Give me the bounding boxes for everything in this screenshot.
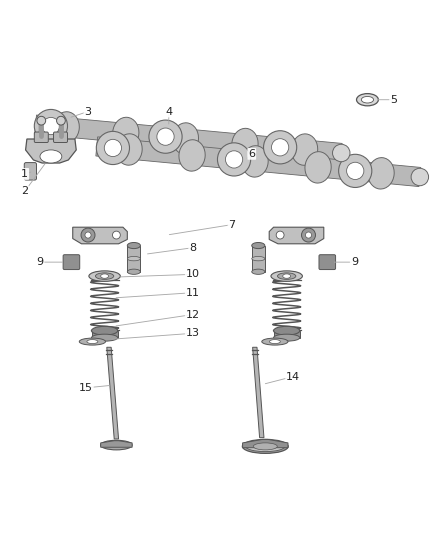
Circle shape	[157, 128, 174, 146]
Circle shape	[149, 120, 182, 154]
Ellipse shape	[53, 112, 79, 143]
Text: 6: 6	[248, 149, 255, 159]
Ellipse shape	[278, 273, 296, 279]
Polygon shape	[25, 139, 76, 163]
Circle shape	[226, 151, 243, 168]
Text: 7: 7	[229, 220, 236, 230]
FancyBboxPatch shape	[274, 330, 300, 338]
Ellipse shape	[368, 158, 394, 189]
Ellipse shape	[253, 443, 277, 450]
Ellipse shape	[95, 273, 114, 279]
Ellipse shape	[283, 274, 290, 278]
FancyBboxPatch shape	[24, 163, 36, 180]
Circle shape	[37, 116, 46, 125]
Ellipse shape	[242, 439, 288, 454]
Ellipse shape	[127, 269, 141, 274]
Polygon shape	[35, 115, 342, 163]
Ellipse shape	[274, 326, 300, 335]
FancyBboxPatch shape	[53, 132, 67, 142]
Text: 9: 9	[351, 257, 358, 267]
Polygon shape	[252, 246, 265, 272]
Circle shape	[272, 139, 289, 156]
Ellipse shape	[305, 152, 331, 183]
Polygon shape	[269, 227, 324, 244]
Ellipse shape	[101, 440, 132, 450]
Ellipse shape	[92, 334, 118, 341]
Text: 15: 15	[79, 383, 93, 393]
Text: 2: 2	[21, 187, 28, 196]
Circle shape	[42, 117, 60, 135]
Text: 3: 3	[85, 107, 92, 117]
Ellipse shape	[269, 340, 280, 344]
Polygon shape	[107, 348, 119, 439]
FancyBboxPatch shape	[34, 132, 48, 142]
Text: 11: 11	[186, 288, 200, 298]
Circle shape	[85, 232, 91, 238]
Ellipse shape	[89, 271, 120, 281]
Ellipse shape	[246, 441, 285, 451]
Ellipse shape	[242, 146, 268, 177]
Text: 9: 9	[36, 257, 43, 267]
Ellipse shape	[92, 326, 118, 335]
Ellipse shape	[252, 256, 265, 261]
Circle shape	[276, 231, 284, 239]
Circle shape	[301, 228, 315, 242]
Circle shape	[346, 162, 364, 180]
Ellipse shape	[87, 340, 98, 344]
Ellipse shape	[101, 274, 109, 278]
Text: 1: 1	[21, 169, 28, 179]
Circle shape	[113, 231, 120, 239]
FancyBboxPatch shape	[92, 330, 118, 338]
Ellipse shape	[357, 94, 378, 106]
Ellipse shape	[271, 271, 302, 281]
Circle shape	[332, 144, 350, 161]
Ellipse shape	[252, 269, 265, 274]
Circle shape	[104, 139, 121, 157]
Text: 13: 13	[186, 328, 200, 338]
Polygon shape	[253, 348, 264, 438]
Polygon shape	[101, 441, 132, 447]
Polygon shape	[127, 246, 141, 272]
Ellipse shape	[262, 338, 288, 345]
Text: 12: 12	[186, 310, 200, 319]
Text: 8: 8	[189, 243, 196, 253]
Ellipse shape	[116, 134, 142, 165]
Ellipse shape	[113, 117, 139, 149]
Ellipse shape	[252, 243, 265, 248]
Text: 5: 5	[390, 95, 397, 104]
Ellipse shape	[127, 243, 141, 248]
Ellipse shape	[232, 128, 258, 160]
Circle shape	[57, 116, 65, 125]
Polygon shape	[96, 137, 421, 187]
Circle shape	[34, 109, 67, 143]
Ellipse shape	[127, 256, 141, 261]
Circle shape	[305, 232, 311, 238]
Text: 10: 10	[186, 269, 200, 279]
Ellipse shape	[179, 140, 205, 171]
Polygon shape	[243, 439, 288, 448]
Ellipse shape	[274, 334, 300, 341]
Ellipse shape	[361, 96, 374, 103]
FancyBboxPatch shape	[319, 255, 336, 270]
Text: 14: 14	[286, 372, 300, 382]
Circle shape	[81, 228, 95, 242]
Circle shape	[96, 131, 130, 165]
Text: 4: 4	[165, 107, 172, 117]
Ellipse shape	[172, 123, 198, 154]
Circle shape	[339, 154, 372, 188]
Ellipse shape	[40, 150, 62, 163]
Ellipse shape	[79, 338, 106, 345]
Polygon shape	[73, 227, 127, 244]
Circle shape	[264, 131, 297, 164]
Circle shape	[218, 143, 251, 176]
Ellipse shape	[291, 134, 318, 165]
Circle shape	[411, 168, 428, 185]
FancyBboxPatch shape	[63, 255, 80, 270]
